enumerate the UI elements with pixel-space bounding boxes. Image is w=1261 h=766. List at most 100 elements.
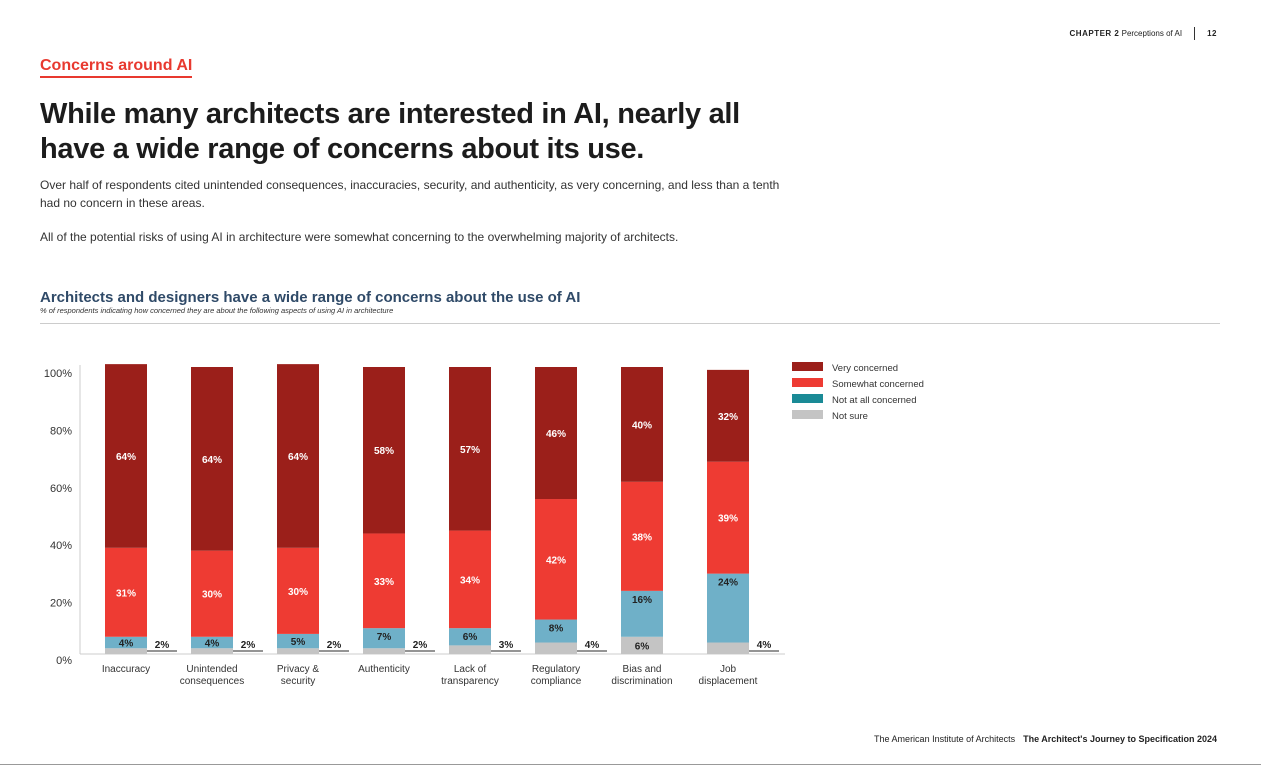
data-label: 32%: [718, 412, 738, 423]
data-label: 39%: [718, 514, 738, 525]
chart-title: Architects and designers have a wide ran…: [40, 289, 581, 306]
data-label: 6%: [463, 632, 478, 643]
legend-label: Not at all concerned: [832, 395, 917, 406]
section-label: Concerns around AI: [40, 57, 193, 78]
bar-segment: [707, 369, 749, 462]
bar-segment: [277, 547, 319, 634]
divider: [40, 323, 1220, 324]
footer-org: The American Institute of Architects: [874, 734, 1016, 744]
bar-segment: [621, 367, 663, 482]
legend-label: Not sure: [832, 411, 868, 422]
x-tick-label: Unintended consequences: [180, 664, 245, 687]
bar-segment: [277, 633, 319, 649]
data-label: 64%: [288, 452, 308, 463]
data-label: 7%: [377, 632, 392, 643]
data-label: 64%: [202, 455, 222, 466]
divider: [0, 764, 1261, 765]
divider: [1194, 27, 1196, 40]
bar-segment: [363, 367, 405, 534]
data-label: 33%: [374, 577, 394, 588]
data-label: 46%: [546, 429, 566, 440]
bar-segment: [277, 364, 319, 548]
x-tick-label: Privacy & security: [277, 664, 320, 687]
bar-segment: [535, 499, 577, 620]
y-tick-label: 60%: [50, 483, 72, 495]
bar-segment: [449, 628, 491, 646]
data-label: 16%: [632, 595, 652, 606]
bar-segment: [707, 461, 749, 574]
x-tick-label: Job displacement: [699, 664, 758, 687]
headline: While many architects are interested in …: [40, 98, 740, 165]
data-label: 30%: [288, 587, 308, 598]
bar-segment: [449, 367, 491, 531]
bar-segment: [363, 533, 405, 629]
data-label: 30%: [202, 590, 222, 601]
footer: The American Institute of Architects The …: [874, 734, 1217, 744]
data-label: 5%: [291, 637, 306, 648]
paragraph-2: All of the potential risks of using AI i…: [40, 230, 679, 244]
x-tick-label: Inaccuracy: [102, 664, 150, 675]
legend-swatch: [792, 394, 823, 403]
bar-segment: [191, 636, 233, 649]
x-tick-label: Regulatory compliance: [531, 664, 582, 687]
data-label: 64%: [116, 452, 136, 463]
bar-segment: [535, 619, 577, 643]
bar-segment: [535, 367, 577, 500]
bar-segment: [621, 481, 663, 591]
bar-segment: [707, 573, 749, 643]
chapter-number: CHAPTER 2: [1069, 29, 1120, 38]
data-label: 34%: [460, 575, 480, 586]
data-label: 31%: [116, 588, 136, 599]
page-header: CHAPTER 2 Perceptions of AI 12: [1070, 27, 1217, 40]
data-label: 4%: [757, 640, 772, 651]
data-label: 4%: [585, 640, 600, 651]
paragraph-1: Over half of respondents cited unintende…: [40, 178, 780, 210]
bar-segment: [621, 590, 663, 637]
data-label: 4%: [119, 639, 134, 650]
data-label: 42%: [546, 555, 566, 566]
bar-segment: [277, 648, 319, 654]
bar-segment: [449, 530, 491, 629]
data-label: 2%: [327, 640, 342, 651]
data-label: 2%: [241, 640, 256, 651]
data-label: 40%: [632, 420, 652, 431]
chart-subtitle: % of respondents indicating how concerne…: [40, 306, 394, 315]
data-label: 2%: [413, 640, 428, 651]
data-label: 6%: [635, 641, 650, 652]
data-label: 24%: [718, 578, 738, 589]
bar-segment: [105, 547, 147, 637]
y-tick-label: 20%: [50, 598, 72, 610]
x-tick-label: Authenticity: [358, 664, 410, 675]
x-tick-label: Lack of transparency: [441, 664, 499, 687]
legend-swatch: [792, 362, 823, 371]
legend-swatch: [792, 410, 823, 419]
data-label: 58%: [374, 446, 394, 457]
bar-segment: [363, 628, 405, 649]
legend-swatch: [792, 378, 823, 387]
data-label: 8%: [549, 624, 564, 635]
page-number: 12: [1207, 29, 1217, 38]
bar-segment: [105, 648, 147, 654]
y-tick-label: 100%: [44, 368, 72, 380]
legend-label: Very concerned: [832, 363, 898, 374]
bar-segment: [105, 636, 147, 649]
data-label: 2%: [155, 640, 170, 651]
bar-segment: [621, 636, 663, 654]
legend-label: Somewhat concerned: [832, 379, 924, 390]
bar-segment: [535, 642, 577, 654]
bar-segment: [105, 364, 147, 548]
bar-segment: [191, 648, 233, 654]
bar-segment: [707, 642, 749, 654]
data-label: 3%: [499, 640, 514, 651]
x-tick-label: Bias and discrimination: [611, 664, 672, 687]
chapter-title: Perceptions of AI: [1121, 29, 1183, 38]
bar-segment: [191, 367, 233, 551]
y-tick-label: 40%: [50, 540, 72, 552]
footer-report: The Architect's Journey to Specification…: [1023, 734, 1217, 744]
data-label: 4%: [205, 639, 220, 650]
bar-segment: [449, 645, 491, 654]
y-tick-label: 0%: [56, 655, 72, 667]
data-label: 38%: [632, 532, 652, 543]
y-tick-label: 80%: [50, 425, 72, 437]
